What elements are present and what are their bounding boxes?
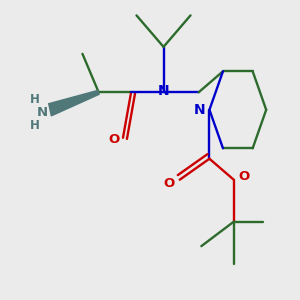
Text: O: O — [238, 170, 250, 183]
Text: O: O — [108, 133, 119, 146]
Text: O: O — [164, 177, 175, 190]
Text: N: N — [36, 106, 47, 119]
Text: H: H — [30, 94, 40, 106]
Text: N: N — [194, 103, 206, 117]
Text: H: H — [30, 119, 40, 132]
Polygon shape — [49, 90, 99, 116]
Text: N: N — [158, 84, 169, 98]
